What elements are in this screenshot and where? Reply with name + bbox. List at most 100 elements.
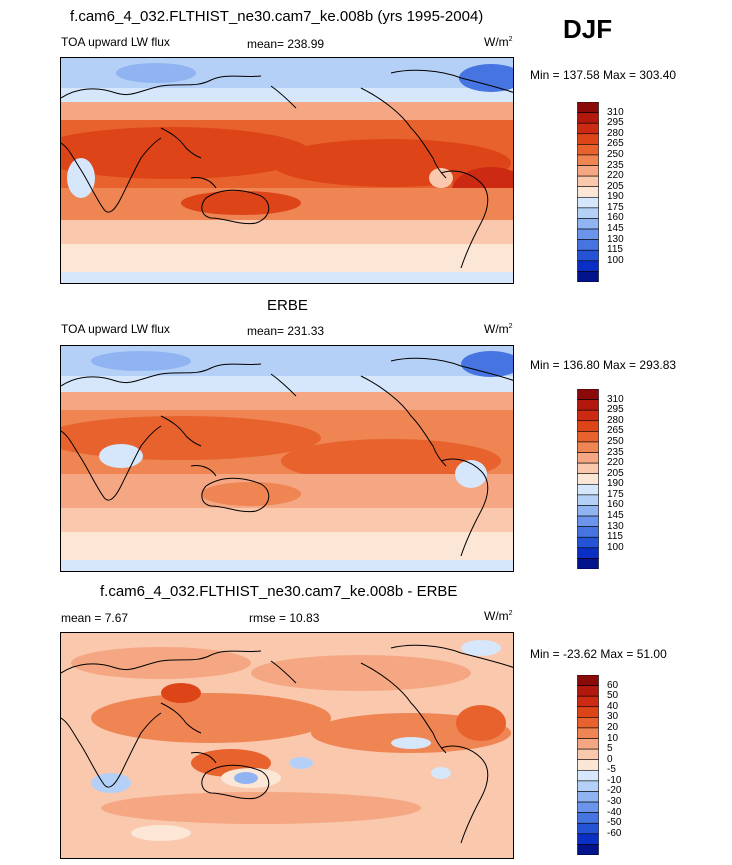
panel2-colorbar-swatch: [577, 420, 599, 432]
panel1-colorbar-tick-label: 175: [607, 201, 624, 213]
panel1-colorbar-tick-label: 130: [607, 233, 624, 245]
panel2-colorbar-swatch: [577, 462, 599, 475]
panel2-map: [60, 345, 514, 572]
panel3-map: [60, 632, 514, 859]
panel2-colorbar-swatch: [577, 515, 599, 527]
panel1-colorbar-tick-label: 310: [607, 106, 624, 118]
panel2-colorbar-swatch: [577, 389, 599, 400]
panel3-colorbar-swatch: [577, 769, 599, 782]
panel3-colorbar-swatch: [577, 759, 599, 771]
panel2-colorbar-tick-label: 220: [607, 457, 624, 469]
panel3-colorbar-tick-label: 0: [607, 753, 613, 765]
panel3-colorbar-tick-label: -30: [607, 796, 622, 808]
panel2-left-label: TOA upward LW flux: [61, 322, 170, 336]
panel2-colorbar-tick-label: 175: [607, 488, 624, 500]
panel1-mean-label: mean= 238.99: [247, 37, 325, 51]
panel1-colorbar-tick-label: 145: [607, 223, 624, 235]
panel3-colorbar-swatch: [577, 685, 599, 697]
panel2-mean-label: mean= 231.33: [247, 324, 325, 338]
panel1-colorbar-swatch: [577, 218, 599, 230]
panel1-colorbar-swatch: [577, 112, 599, 124]
panel1-colorbar-svg: [577, 102, 599, 282]
panel3-title: f.cam6_4_032.FLTHIST_ne30.cam7_ke.008b -…: [100, 583, 458, 600]
panel1-colorbar-tick-label: 190: [607, 191, 624, 203]
panel2-colorbar-swatch: [577, 494, 599, 506]
panel2-colorbar-tick-label: 145: [607, 510, 624, 522]
panel3-colorbar-tick-label: 5: [607, 743, 613, 755]
panel1-colorbar-swatch: [577, 249, 599, 262]
panel2-colorbar-swatch: [577, 431, 599, 443]
panel2-colorbar-swatch: [577, 441, 599, 453]
panel2-colorbar-tick-label: 100: [607, 541, 624, 553]
panel3-map-svg: [61, 633, 513, 858]
panel3-colorbar-tick-label: 30: [607, 711, 619, 723]
panel2-colorbar-swatch: [577, 473, 599, 485]
panel2-colorbar: [577, 389, 599, 569]
panel2-colorbar-swatch: [577, 558, 599, 569]
panel3-colorbar-swatch: [577, 844, 599, 855]
panel1-colorbar-swatch: [577, 271, 599, 282]
panel3-colorbar-tick-label: 60: [607, 679, 619, 691]
panel2-colorbar-tick-label: 115: [607, 531, 623, 543]
panel1-colorbar-swatch: [577, 186, 599, 198]
panel1-map: [60, 57, 514, 284]
panel3-colorbar-swatch: [577, 780, 599, 792]
panel2-colorbar-tick-label: 280: [607, 414, 624, 426]
panel3-colorbar-swatch: [577, 812, 599, 824]
panel2-colorbar-tick-label: 250: [607, 435, 624, 447]
panel1-colorbar-tick-label: 250: [607, 148, 624, 160]
panel1-colorbar-swatch: [577, 144, 599, 156]
panel2-colorbar-tick-label: 265: [607, 425, 624, 437]
panel3-units: W/m2: [484, 609, 513, 623]
panel2-colorbar-swatch: [577, 505, 599, 517]
panel3-mean-label: mean = 7.67: [61, 611, 129, 625]
panel3-colorbar-swatch: [577, 791, 599, 803]
panel1-colorbar-swatch: [577, 196, 599, 209]
panel1-colorbar-swatch: [577, 239, 599, 251]
panel2-colorbar-swatch: [577, 547, 599, 559]
panel1-title: f.cam6_4_032.FLTHIST_ne30.cam7_ke.008b (…: [70, 8, 484, 25]
panel3-rmse-label: rmse = 10.83: [249, 611, 320, 625]
panel3-colorbar-tick-label: -50: [607, 817, 622, 829]
panel1-colorbar-tick-label: 160: [607, 212, 624, 224]
panel3-colorbar-tick-label: 40: [607, 700, 619, 712]
panel1-colorbar-swatch: [577, 102, 599, 113]
panel1-colorbar-swatch: [577, 154, 599, 166]
panel3-colorbar-svg: [577, 675, 599, 855]
panel1-colorbar-swatch: [577, 228, 599, 240]
panel2-colorbar-tick-label: 130: [607, 520, 624, 532]
panel2-colorbar-tick-label: 160: [607, 499, 624, 511]
panel1-colorbar-swatch: [577, 165, 599, 177]
panel1-colorbar-swatch: [577, 175, 599, 188]
panel3-colorbar-swatch: [577, 706, 599, 718]
panel3-colorbar-swatch: [577, 822, 599, 835]
panel1-minmax: Min = 137.58 Max = 303.40: [530, 68, 677, 82]
panel3-colorbar-tick-label: 50: [607, 690, 619, 702]
panel2-colorbar-svg: [577, 389, 599, 569]
panel1-colorbar-swatch: [577, 133, 599, 145]
panel1-left-label: TOA upward LW flux: [61, 35, 170, 49]
panel3-colorbar: [577, 675, 599, 855]
panel1-colorbar-swatch: [577, 260, 599, 272]
panel1-colorbar-tick-label: 220: [607, 170, 624, 182]
panel2-units: W/m2: [484, 322, 513, 336]
panel3-colorbar-swatch: [577, 695, 599, 708]
panel1-colorbar-tick-label: 205: [607, 180, 624, 192]
panel3-colorbar-tick-label: -10: [607, 774, 622, 786]
panel1-colorbar: [577, 102, 599, 282]
panel2-map-svg: [61, 346, 513, 571]
panel3-colorbar-swatch: [577, 727, 599, 739]
panel2-colorbar-swatch: [577, 483, 599, 496]
panel3-colorbar-swatch: [577, 833, 599, 845]
panel3-colorbar-swatch: [577, 801, 599, 813]
panel2-title: ERBE: [267, 297, 308, 314]
panel3-colorbar-tick-label: -40: [607, 806, 622, 818]
panel3-colorbar-tick-label: 10: [607, 732, 619, 744]
panel1-colorbar-tick-label: 265: [607, 138, 624, 150]
panel2-colorbar-tick-label: 190: [607, 478, 624, 490]
panel1-colorbar-swatch: [577, 122, 599, 135]
panel1-units: W/m2: [484, 35, 513, 49]
panel3-colorbar-tick-label: -60: [607, 827, 622, 839]
panel2-minmax: Min = 136.80 Max = 293.83: [530, 358, 677, 372]
panel3-colorbar-swatch: [577, 738, 599, 750]
